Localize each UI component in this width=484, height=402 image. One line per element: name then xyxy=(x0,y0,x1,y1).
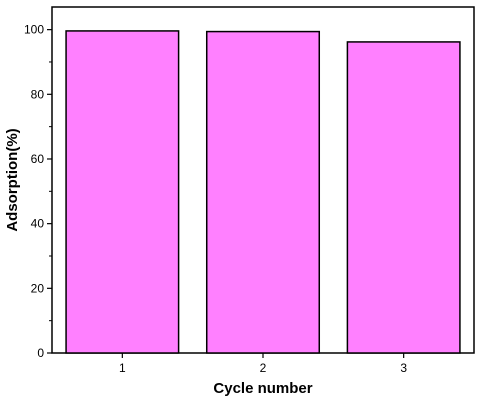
y-tick-label: 20 xyxy=(31,281,45,295)
y-tick-label: 40 xyxy=(31,217,45,231)
y-tick-label: 100 xyxy=(24,23,44,37)
bar-cycle-3 xyxy=(346,41,461,354)
y-tick-label: 0 xyxy=(37,346,44,360)
y-axis-label: Adsorption(%) xyxy=(4,128,21,231)
bar-cycle-1 xyxy=(65,30,180,354)
x-axis-label: Cycle number xyxy=(213,380,312,397)
bar-cycle-2 xyxy=(205,30,321,354)
y-tick-label: 80 xyxy=(31,87,45,101)
x-tick-label: 3 xyxy=(400,361,407,375)
y-tick-label: 60 xyxy=(31,152,45,166)
x-tick-label: 2 xyxy=(260,361,267,375)
x-tick-label: 1 xyxy=(119,361,126,375)
